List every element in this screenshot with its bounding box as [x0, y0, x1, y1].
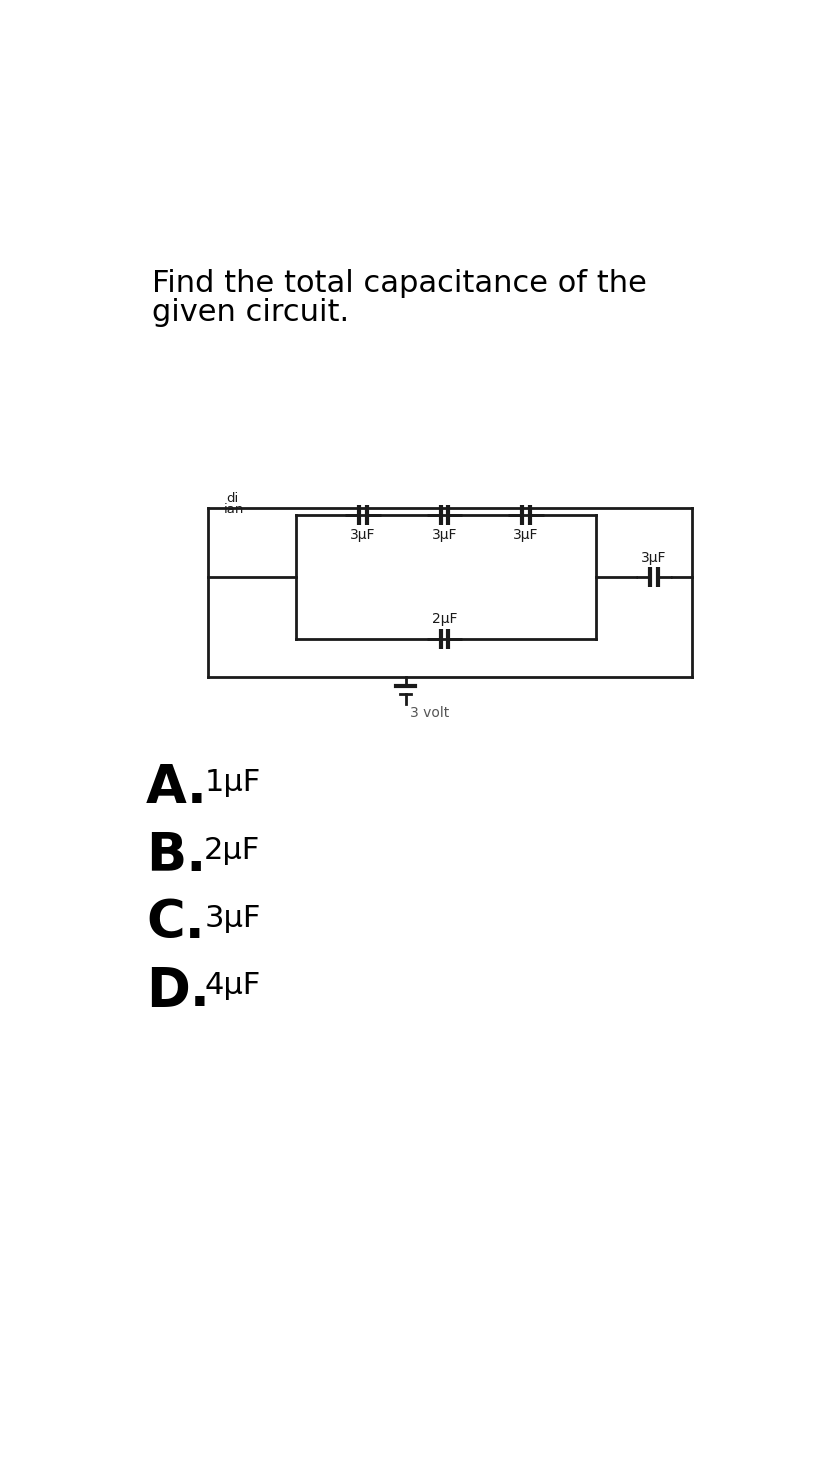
Text: ian: ian: [223, 503, 244, 517]
Text: C.: C.: [146, 898, 204, 949]
Text: 3μF: 3μF: [350, 528, 375, 542]
Text: 2μF: 2μF: [204, 836, 261, 864]
Text: A.: A.: [146, 762, 208, 814]
Text: di: di: [226, 492, 238, 505]
Text: 3μF: 3μF: [513, 528, 538, 542]
Text: Find the total capacitance of the: Find the total capacitance of the: [152, 269, 647, 297]
Text: 1μF: 1μF: [204, 768, 261, 796]
Text: 3μF: 3μF: [640, 551, 666, 565]
Text: 4μF: 4μF: [204, 972, 261, 1001]
Text: 3μF: 3μF: [431, 528, 457, 542]
Text: 2μF: 2μF: [431, 612, 457, 626]
Text: B.: B.: [146, 830, 206, 882]
Text: given circuit.: given circuit.: [152, 299, 349, 327]
Text: 3 volt: 3 volt: [409, 707, 448, 720]
Text: 3μF: 3μF: [204, 904, 261, 933]
Text: D.: D.: [146, 966, 210, 1017]
